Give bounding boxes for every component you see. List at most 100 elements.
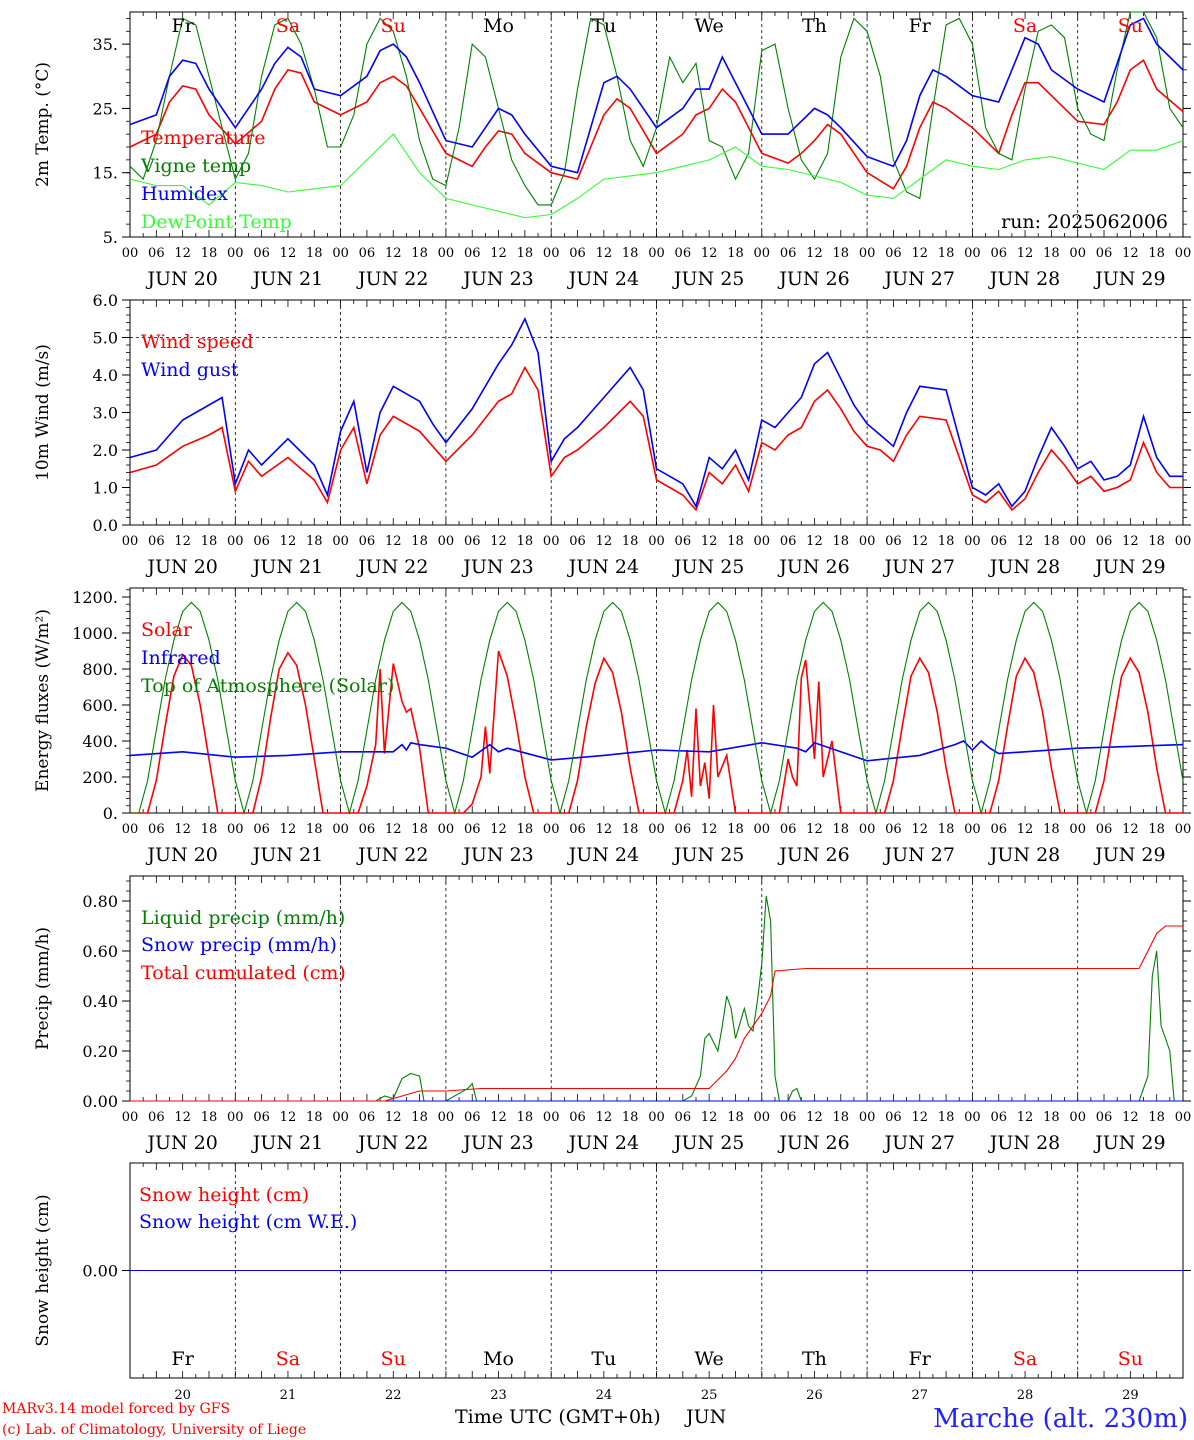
hour-tick-label: 06: [359, 1110, 376, 1125]
hour-tick-label: 00: [1175, 534, 1192, 549]
weekday-label-top: We: [695, 15, 724, 37]
hour-tick-label: 00: [122, 534, 139, 549]
hour-tick-label: 06: [464, 246, 481, 261]
date-label: JUN 26: [777, 556, 849, 578]
y-tick-label: 2.0: [93, 441, 118, 460]
hour-tick-label: 00: [438, 534, 455, 549]
hour-tick-label: 12: [280, 246, 297, 261]
date-label: JUN 28: [988, 844, 1060, 866]
hour-tick-label: 18: [1043, 534, 1060, 549]
hour-tick-label: 00: [964, 1110, 981, 1125]
legend-entry: Snow height (cm W.E.): [139, 1211, 357, 1233]
date-label: JUN 21: [251, 1132, 323, 1154]
date-label: JUN 29: [1093, 556, 1165, 578]
date-label: JUN 25: [672, 556, 744, 578]
date-label: JUN 21: [251, 268, 323, 290]
hour-tick-label: 12: [280, 534, 297, 549]
hour-tick-label: 18: [201, 246, 218, 261]
hour-tick-label: 06: [253, 534, 270, 549]
hour-tick-label: 06: [1096, 246, 1113, 261]
y-tick-label: 5.: [103, 228, 118, 247]
hour-tick-label: 06: [675, 534, 692, 549]
hour-tick-label: 18: [1043, 1110, 1060, 1125]
weekday-label-top: Tu: [591, 15, 616, 37]
hour-tick-label: 18: [833, 1110, 850, 1125]
y-tick-label: 0.00: [82, 1092, 118, 1111]
hour-tick-label: 06: [148, 246, 165, 261]
hour-tick-label: 00: [543, 534, 560, 549]
hour-tick-label: 18: [411, 246, 428, 261]
y-tick-label: 400.: [82, 732, 118, 751]
hour-tick-label: 12: [385, 534, 402, 549]
hour-tick-label: 06: [148, 534, 165, 549]
date-label: JUN 24: [567, 844, 639, 866]
hour-tick-label: 12: [911, 1110, 928, 1125]
date-label: JUN 29: [1093, 1132, 1165, 1154]
hour-tick-label: 12: [490, 246, 507, 261]
y-tick-label: 25.: [93, 99, 118, 118]
y-tick-label: 15.: [93, 164, 118, 183]
y-tick-label: 0.40: [82, 992, 118, 1011]
hour-tick-label: 06: [1096, 1110, 1113, 1125]
hour-tick-label: 00: [1069, 822, 1086, 837]
hour-tick-label: 18: [411, 822, 428, 837]
hour-tick-label: 18: [517, 246, 534, 261]
day-number-label: 22: [385, 1388, 402, 1403]
hour-tick-label: 06: [359, 534, 376, 549]
date-label: JUN 22: [356, 556, 428, 578]
hour-tick-label: 18: [833, 246, 850, 261]
weekday-label-bottom: Tu: [591, 1348, 616, 1370]
legend-entry: Vigne temp: [140, 155, 251, 177]
hour-tick-label: 00: [964, 246, 981, 261]
legend-entry: Snow precip (mm/h): [141, 934, 337, 956]
date-label: JUN 22: [356, 268, 428, 290]
hour-tick-label: 12: [1017, 1110, 1034, 1125]
hour-tick-label: 18: [1148, 822, 1165, 837]
hour-tick-label: 12: [701, 246, 718, 261]
legend-entry: Liquid precip (mm/h): [141, 907, 345, 929]
hour-tick-label: 12: [596, 534, 613, 549]
hour-tick-label: 06: [990, 534, 1007, 549]
hour-tick-label: 18: [622, 534, 639, 549]
hour-tick-label: 18: [1043, 246, 1060, 261]
hour-tick-label: 00: [754, 1110, 771, 1125]
series-line-1: [129, 365, 1183, 512]
hour-tick-label: 00: [1069, 1110, 1086, 1125]
hour-tick-label: 18: [833, 822, 850, 837]
hour-tick-label: 00: [1175, 822, 1192, 837]
date-label: JUN 21: [251, 844, 323, 866]
date-label: JUN 28: [988, 1132, 1060, 1154]
hour-tick-label: 06: [569, 1110, 586, 1125]
y-tick-label: 0.0: [93, 516, 118, 535]
legend-entry: Top of Atmosphere (Solar): [141, 675, 394, 697]
y-tick-label: 4.0: [93, 366, 118, 385]
date-label: JUN 20: [145, 556, 217, 578]
legend-entry: Solar: [141, 619, 193, 641]
hour-tick-label: 00: [332, 246, 349, 261]
hour-tick-label: 12: [385, 1110, 402, 1125]
hour-tick-label: 12: [596, 822, 613, 837]
hour-tick-label: 18: [1148, 1110, 1165, 1125]
date-label: JUN 25: [672, 1132, 744, 1154]
weekday-label-bottom: Su: [381, 1348, 406, 1370]
hour-tick-label: 06: [253, 246, 270, 261]
y-tick-label: 35.: [93, 35, 118, 54]
x-axis-title: Time UTC (GMT+0h): [455, 1406, 661, 1428]
hour-tick-label: 00: [754, 534, 771, 549]
hour-tick-label: 18: [517, 534, 534, 549]
hour-tick-label: 06: [569, 822, 586, 837]
y-tick-label: 200.: [82, 768, 118, 787]
hour-tick-label: 06: [990, 1110, 1007, 1125]
date-label: JUN 23: [461, 844, 533, 866]
hour-tick-label: 06: [675, 246, 692, 261]
hour-tick-label: 12: [911, 534, 928, 549]
hour-tick-label: 00: [227, 822, 244, 837]
hour-tick-label: 12: [385, 246, 402, 261]
hour-tick-label: 06: [359, 822, 376, 837]
hour-tick-label: 18: [306, 822, 323, 837]
hour-tick-label: 12: [490, 822, 507, 837]
date-label: JUN 22: [356, 1132, 428, 1154]
hour-tick-label: 12: [280, 1110, 297, 1125]
legend-entry: Wind speed: [141, 331, 253, 353]
hour-tick-label: 18: [1148, 534, 1165, 549]
